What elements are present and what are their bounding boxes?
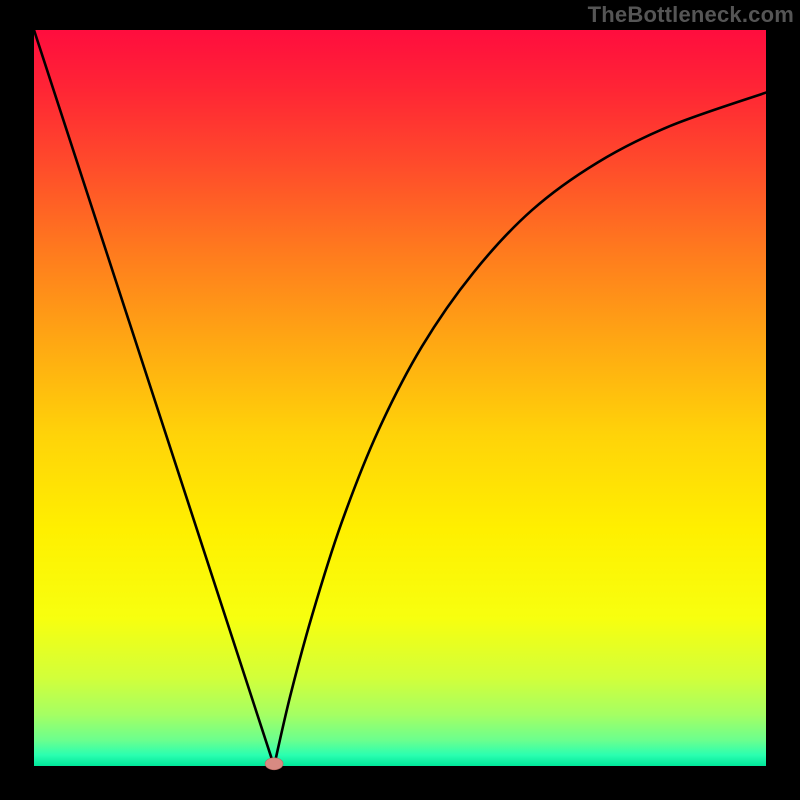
bottleneck-chart (0, 0, 800, 800)
watermark-text: TheBottleneck.com (588, 2, 794, 28)
plot-background (34, 30, 766, 766)
chart-container: TheBottleneck.com (0, 0, 800, 800)
minimum-marker (265, 758, 283, 770)
